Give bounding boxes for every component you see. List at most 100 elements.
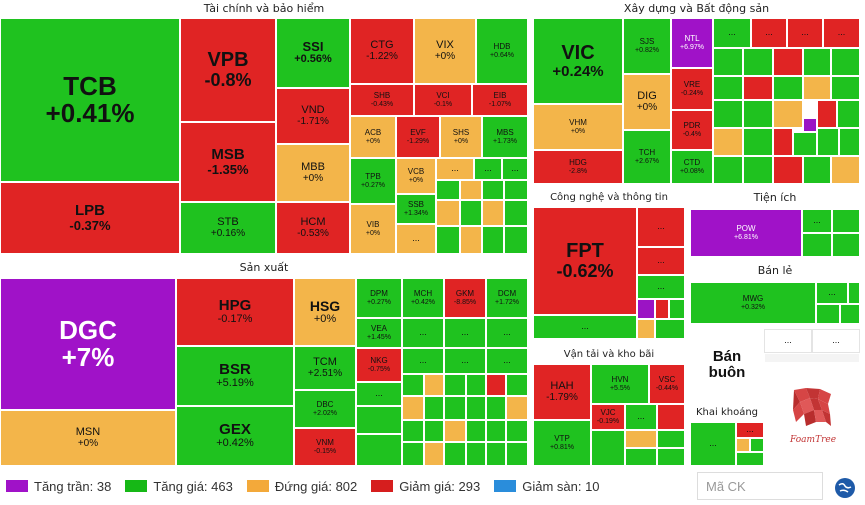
- tile-group[interactable]: ...: [787, 18, 823, 48]
- mini-tile[interactable]: [773, 48, 803, 76]
- mini-tile[interactable]: [637, 299, 655, 319]
- tile-group[interactable]: ...: [816, 282, 848, 304]
- mini-tile[interactable]: [436, 200, 460, 226]
- mini-tile[interactable]: [504, 180, 528, 200]
- tile-nkg[interactable]: NKG -0.75%: [356, 348, 402, 382]
- mini-tile[interactable]: [837, 100, 860, 128]
- mini-tile[interactable]: [424, 374, 444, 396]
- tile-hdb[interactable]: HDB +0.64%: [476, 18, 528, 84]
- tile-group[interactable]: ...: [356, 382, 402, 406]
- mini-tile[interactable]: [506, 420, 528, 442]
- tile-dig[interactable]: DIG +0%: [623, 74, 671, 130]
- mini-tile[interactable]: [743, 48, 773, 76]
- tile-vpb[interactable]: VPB -0.8%: [180, 18, 276, 122]
- mini-tile[interactable]: [424, 420, 444, 442]
- mini-tile[interactable]: [444, 396, 466, 420]
- tile-group[interactable]: ...: [625, 404, 657, 430]
- tile-group[interactable]: ...: [713, 18, 751, 48]
- mini-tile[interactable]: [713, 156, 743, 184]
- mini-tile[interactable]: [486, 442, 506, 466]
- mini-tile[interactable]: [831, 76, 860, 100]
- tile-pow[interactable]: POW +6.81%: [690, 209, 802, 257]
- tile-group[interactable]: ...: [502, 158, 528, 180]
- mini-tile[interactable]: [637, 319, 655, 339]
- tile-shs[interactable]: SHS +0%: [440, 116, 482, 158]
- mini-tile[interactable]: [743, 156, 773, 184]
- mini-tile[interactable]: [402, 396, 424, 420]
- tile-ntl[interactable]: NTL +6.97%: [671, 18, 713, 68]
- tile-group[interactable]: ...: [764, 329, 812, 353]
- tile-vjc[interactable]: VJC -0.19%: [591, 404, 625, 430]
- tile-lpb[interactable]: LPB -0.37%: [0, 182, 180, 254]
- mini-tile[interactable]: [504, 200, 528, 226]
- tile-dcm[interactable]: DCM +1.72%: [486, 278, 528, 318]
- tile-vea[interactable]: VEA +1.45%: [356, 318, 402, 348]
- mini-tile[interactable]: [736, 438, 750, 452]
- mini-tile[interactable]: [839, 128, 860, 156]
- tile-mbb[interactable]: MBB +0%: [276, 144, 350, 202]
- mini-tile[interactable]: [444, 420, 466, 442]
- tile-group[interactable]: ...: [823, 18, 860, 48]
- mini-tile[interactable]: [773, 76, 803, 100]
- tile-group[interactable]: ...: [533, 315, 637, 339]
- tile-vic[interactable]: VIC +0.24%: [533, 18, 623, 104]
- tile-acb[interactable]: ACB +0%: [350, 116, 396, 158]
- tile-group[interactable]: ...: [637, 275, 685, 299]
- mini-tile[interactable]: [424, 396, 444, 420]
- mini-tile[interactable]: [460, 180, 482, 200]
- tile-hsg[interactable]: HSG +0%: [294, 278, 356, 346]
- tile-mwg[interactable]: MWG +0.32%: [690, 282, 816, 324]
- mini-tile[interactable]: [764, 353, 860, 363]
- mini-tile[interactable]: [803, 118, 817, 132]
- mini-tile[interactable]: [625, 430, 657, 448]
- tile-vci[interactable]: VCI -0.1%: [414, 84, 472, 116]
- tile-gkm[interactable]: GKM -8.85%: [444, 278, 486, 318]
- tile-group[interactable]: ...: [402, 318, 444, 348]
- mini-tile[interactable]: [773, 100, 803, 128]
- tile-group[interactable]: ...: [690, 422, 736, 466]
- mini-tile[interactable]: [802, 233, 832, 257]
- mini-tile[interactable]: [486, 396, 506, 420]
- mini-tile[interactable]: [460, 200, 482, 226]
- mini-tile[interactable]: [657, 448, 685, 466]
- tile-dpm[interactable]: DPM +0.27%: [356, 278, 402, 318]
- mini-tile[interactable]: [743, 128, 773, 156]
- tile-tcm[interactable]: TCM +2.51%: [294, 346, 356, 390]
- mini-tile[interactable]: [743, 100, 773, 128]
- tile-mbs[interactable]: MBS +1.73%: [482, 116, 528, 158]
- tile-stb[interactable]: STB +0.16%: [180, 202, 276, 254]
- tile-mch[interactable]: MCH +0.42%: [402, 278, 444, 318]
- tile-dbc[interactable]: DBC +2.02%: [294, 390, 356, 428]
- mini-tile[interactable]: [803, 48, 831, 76]
- mini-tile[interactable]: [482, 226, 504, 254]
- globe-icon[interactable]: [835, 478, 855, 498]
- tile-tch[interactable]: TCH +2.67%: [623, 130, 671, 184]
- mini-tile[interactable]: [817, 128, 839, 156]
- tile-sjs[interactable]: SJS +0.82%: [623, 18, 671, 74]
- tile-vhm[interactable]: VHM +0%: [533, 104, 623, 150]
- mini-tile[interactable]: [506, 396, 528, 420]
- tile-hpg[interactable]: HPG -0.17%: [176, 278, 294, 346]
- mini-tile[interactable]: [773, 128, 793, 156]
- tile-group[interactable]: ...: [402, 348, 444, 374]
- mini-tile[interactable]: [803, 76, 831, 100]
- tile-ctd[interactable]: CTD +0.08%: [671, 150, 713, 184]
- tile-vnm[interactable]: VNM -0.15%: [294, 428, 356, 466]
- stock-code-search-input[interactable]: [697, 472, 823, 500]
- mini-tile[interactable]: [436, 226, 460, 254]
- tile-group[interactable]: ...: [444, 348, 486, 374]
- mini-tile[interactable]: [466, 396, 486, 420]
- mini-tile[interactable]: [506, 442, 528, 466]
- mini-tile[interactable]: [402, 420, 424, 442]
- mini-tile[interactable]: [750, 438, 764, 452]
- mini-tile[interactable]: [831, 48, 860, 76]
- tile-group[interactable]: ...: [637, 207, 685, 247]
- mini-tile[interactable]: [657, 430, 685, 448]
- mini-tile[interactable]: [655, 299, 669, 319]
- mini-tile[interactable]: [444, 374, 466, 396]
- tile-vnd[interactable]: VND -1.71%: [276, 88, 350, 144]
- tile-vib[interactable]: VIB +0%: [350, 204, 396, 254]
- mini-tile[interactable]: [402, 442, 424, 466]
- tile-vtp[interactable]: VTP +0.81%: [533, 420, 591, 466]
- tile-hah[interactable]: HAH -1.79%: [533, 364, 591, 420]
